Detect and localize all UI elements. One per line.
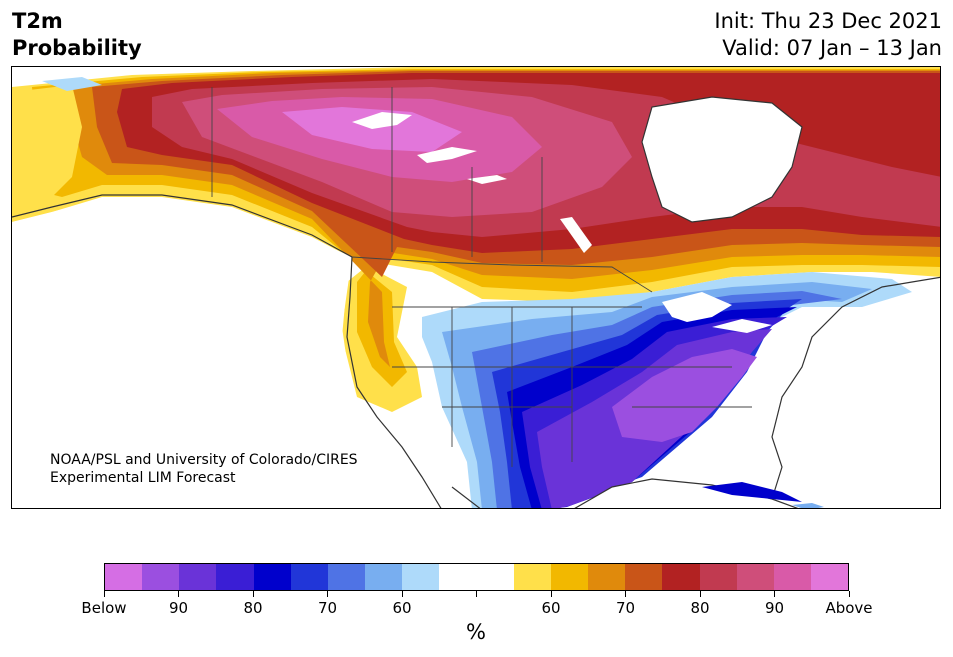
colorbar-cell	[699, 564, 737, 590]
pacific-ocean	[12, 199, 431, 508]
colorbar-tick-label: 90	[764, 599, 785, 617]
great-bear-lake	[352, 112, 412, 129]
colorbar-cell	[476, 564, 514, 590]
colorbar-tick-label: 60	[392, 599, 412, 617]
hudson-bay	[642, 97, 802, 222]
colorbar-tick-label: 70	[615, 599, 636, 617]
colorbar-tick	[178, 591, 179, 597]
credit-line-1: NOAA/PSL and University of Colorado/CIRE…	[50, 452, 358, 468]
colorbar-cell	[625, 564, 663, 590]
credit-line-2: Experimental LIM Forecast	[50, 470, 236, 486]
colorbar-tick	[774, 591, 775, 597]
map-canvas	[12, 67, 940, 508]
colorbar-cell	[142, 564, 180, 590]
colorbar-cell	[773, 564, 811, 590]
colorbar-tick	[103, 591, 105, 597]
probability-colorbar	[104, 563, 849, 591]
colorbar-cell	[290, 564, 328, 590]
colorbar-cell	[402, 564, 440, 590]
colorbar-cell	[588, 564, 626, 590]
forecast-dates: Init: Thu 23 Dec 2021 Valid: 07 Jan – 13…	[714, 8, 942, 62]
colorbar-tick	[550, 591, 552, 597]
political-borders	[211, 87, 752, 467]
unit-label: %	[466, 620, 486, 644]
colorbar-tick	[401, 591, 403, 597]
colorbar-cell	[179, 564, 217, 590]
colorbar-cell	[327, 564, 366, 590]
lake-winnipeg	[560, 217, 592, 253]
colorbar-tick-label: 90	[168, 599, 189, 617]
great-lakes	[662, 292, 772, 333]
map-title: T2m Probability	[12, 8, 142, 62]
colorbar-cell	[810, 564, 849, 590]
colorbar-tick	[327, 591, 328, 597]
alaska-west-band	[12, 85, 82, 217]
colorbar-cell	[216, 564, 254, 590]
great-slave-lake	[417, 147, 477, 163]
colorbar-cell	[439, 564, 477, 590]
colorbar-tick	[699, 591, 701, 597]
colorbar-tick-label: 80	[690, 599, 710, 617]
colorbar-tick-label: Above	[825, 599, 873, 617]
colorbar-cell	[253, 564, 291, 590]
valid-range: Valid: 07 Jan – 13 Jan	[722, 36, 942, 60]
warm-above-region	[282, 107, 462, 152]
colorbar-tick-label: 70	[317, 599, 338, 617]
cool-below-region	[612, 349, 757, 442]
map-credit: NOAA/PSL and University of Colorado/CIRE…	[50, 451, 358, 487]
init-date: Init: Thu 23 Dec 2021	[714, 9, 942, 33]
colorbar-cell	[105, 564, 143, 590]
colorbar-tick-label: 60	[541, 599, 561, 617]
colorbar-cell	[736, 564, 774, 590]
colorbar-tick	[625, 591, 626, 597]
colorbar-tick	[252, 591, 254, 597]
colorbar-cell	[365, 564, 403, 590]
quantity-label: Probability	[12, 36, 142, 60]
colorbar-tick-label: Below	[81, 599, 127, 617]
colorbar-cell	[513, 564, 551, 590]
variable-label: T2m	[12, 9, 63, 33]
colorbar-tick-label: 80	[243, 599, 263, 617]
colorbar-cell	[662, 564, 700, 590]
colorbar-tick	[476, 591, 477, 597]
colorbar-cell	[550, 564, 589, 590]
cuba	[702, 482, 802, 502]
gulf-of-mexico	[575, 479, 805, 508]
caribbean-island	[792, 503, 824, 508]
probability-map: NOAA/PSL and University of Colorado/CIRE…	[11, 66, 941, 509]
alaska-arctic-cool	[42, 77, 102, 91]
colorbar-tick	[848, 591, 850, 597]
lake-athabasca	[467, 175, 507, 184]
